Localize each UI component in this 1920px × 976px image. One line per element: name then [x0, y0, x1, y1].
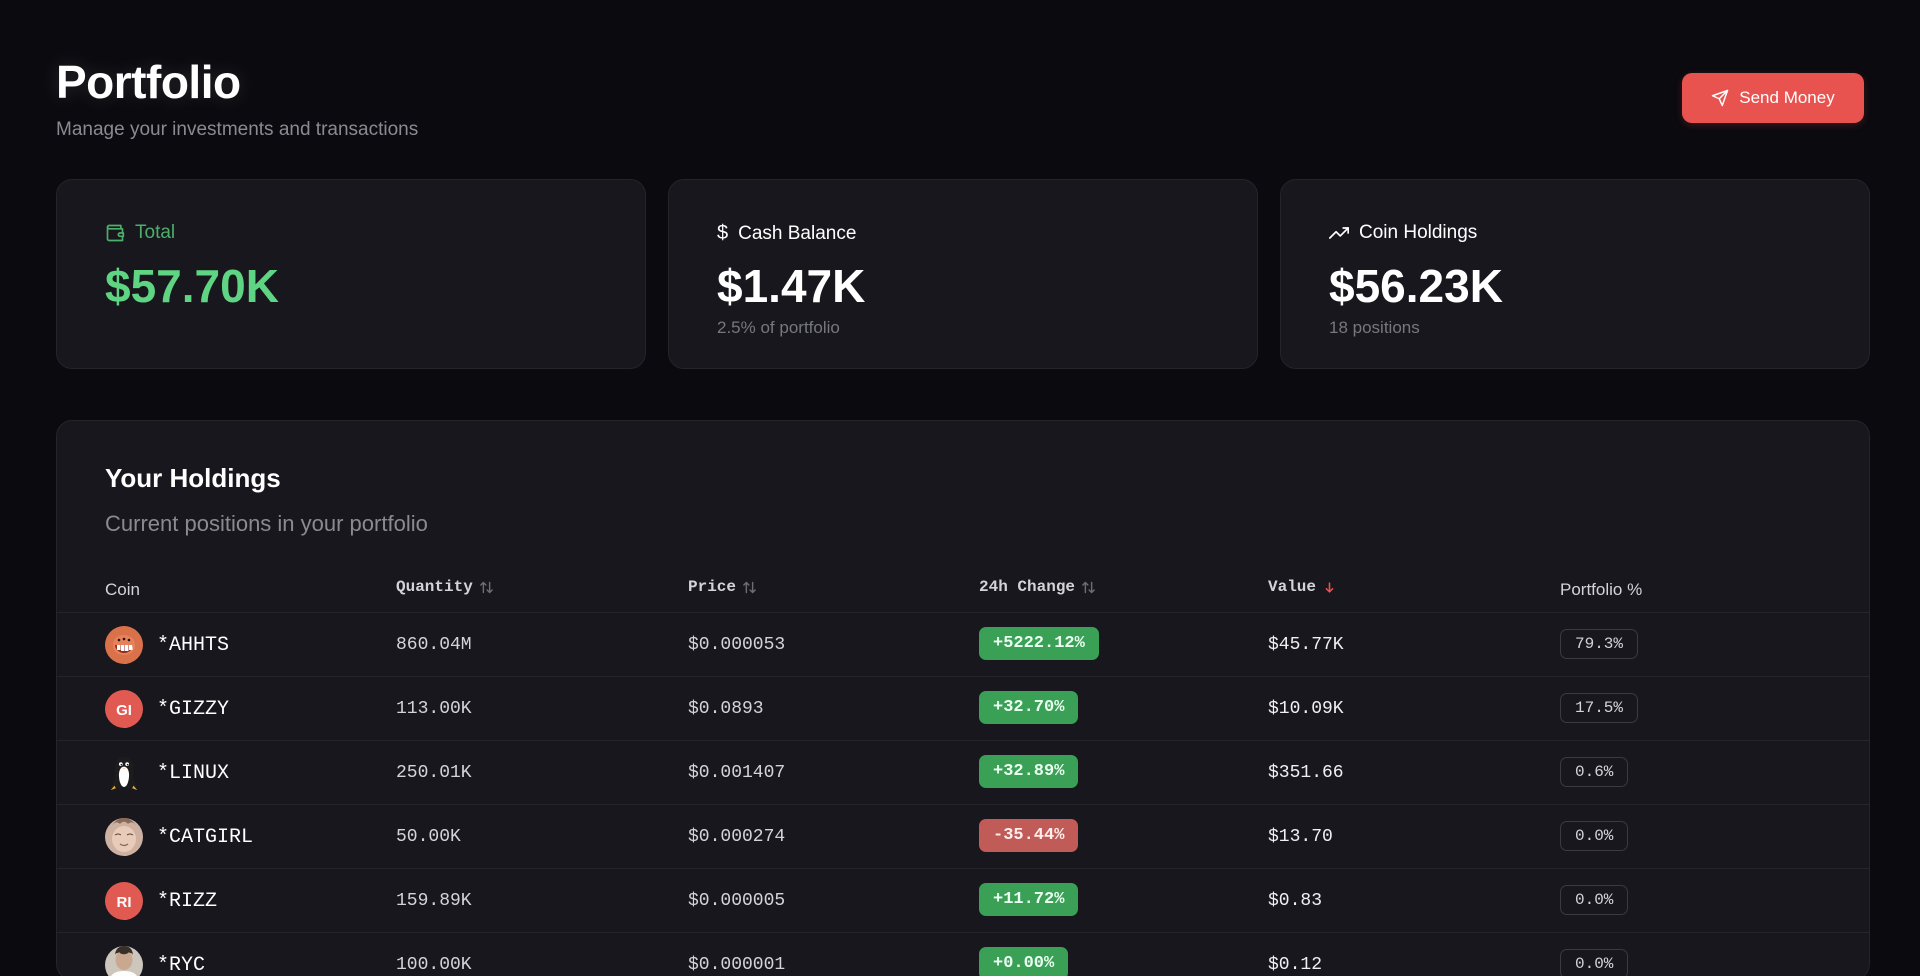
svg-text:GI: GI	[116, 702, 132, 719]
svg-text:RI: RI	[117, 894, 132, 911]
